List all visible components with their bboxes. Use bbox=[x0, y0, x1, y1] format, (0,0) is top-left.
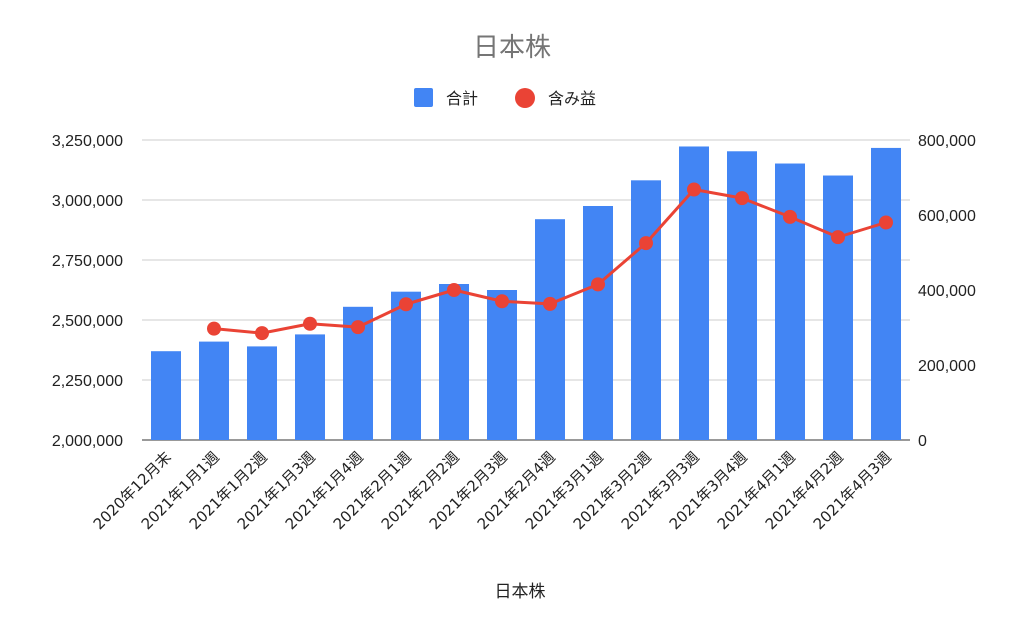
legend-swatch-unrealized-gain bbox=[515, 88, 535, 108]
right-tick-label: 600,000 bbox=[918, 208, 976, 225]
bar bbox=[151, 351, 181, 440]
data-point bbox=[351, 320, 365, 335]
legend-item-unrealized-gain[interactable]: 含み益 bbox=[515, 88, 596, 108]
data-point bbox=[783, 209, 797, 224]
x-axis-ticks: 2020年12月末2021年1月1週2021年1月2週2021年1月3週2021… bbox=[90, 448, 895, 533]
bar bbox=[775, 163, 805, 440]
bar bbox=[535, 219, 565, 440]
right-tick-label: 400,000 bbox=[918, 283, 976, 300]
bar bbox=[247, 346, 277, 440]
bar bbox=[439, 284, 469, 440]
right-axis-ticks: 0 200,000 400,000 600,000 800,000 bbox=[918, 133, 976, 450]
data-point bbox=[495, 294, 509, 309]
left-axis-ticks: 2,000,000 2,250,000 2,500,000 2,750,000 3,00… bbox=[52, 133, 123, 450]
bar bbox=[391, 291, 421, 440]
legend-swatch-total bbox=[414, 88, 433, 107]
legend-item-total[interactable]: 合計 bbox=[414, 88, 478, 108]
bar bbox=[823, 175, 853, 440]
data-point bbox=[687, 182, 701, 197]
right-tick-label: 200,000 bbox=[918, 358, 976, 375]
left-tick-label: 3,000,000 bbox=[52, 193, 123, 210]
bar bbox=[631, 180, 661, 440]
data-point bbox=[639, 236, 653, 251]
data-point bbox=[831, 230, 845, 245]
left-tick-label: 2,250,000 bbox=[52, 373, 123, 390]
chart-title: 日本株 bbox=[473, 33, 551, 63]
right-tick-label: 800,000 bbox=[918, 133, 976, 150]
left-tick-label: 2,750,000 bbox=[52, 253, 123, 270]
bar bbox=[199, 341, 229, 440]
data-point bbox=[399, 297, 413, 312]
data-point bbox=[207, 321, 221, 336]
legend-label-unrealized-gain: 含み益 bbox=[548, 89, 596, 108]
bar bbox=[871, 147, 901, 441]
data-point bbox=[879, 215, 893, 230]
legend: 合計 含み益 bbox=[414, 88, 596, 108]
bar-series-total bbox=[151, 146, 901, 441]
data-point bbox=[303, 316, 317, 331]
left-tick-label: 3,250,000 bbox=[52, 133, 123, 150]
bar bbox=[295, 334, 325, 440]
data-point bbox=[735, 191, 749, 206]
data-point bbox=[591, 277, 605, 292]
right-tick-label: 0 bbox=[918, 433, 927, 450]
data-point bbox=[543, 296, 557, 311]
bar bbox=[583, 206, 613, 440]
x-axis-title: 日本株 bbox=[495, 582, 546, 602]
legend-label-total: 合計 bbox=[446, 89, 478, 108]
data-point bbox=[447, 283, 461, 297]
line-series-unrealized-gain bbox=[207, 182, 893, 341]
left-tick-label: 2,000,000 bbox=[52, 433, 123, 450]
left-tick-label: 2,500,000 bbox=[52, 313, 123, 330]
bar bbox=[487, 290, 517, 440]
data-point bbox=[255, 326, 269, 341]
